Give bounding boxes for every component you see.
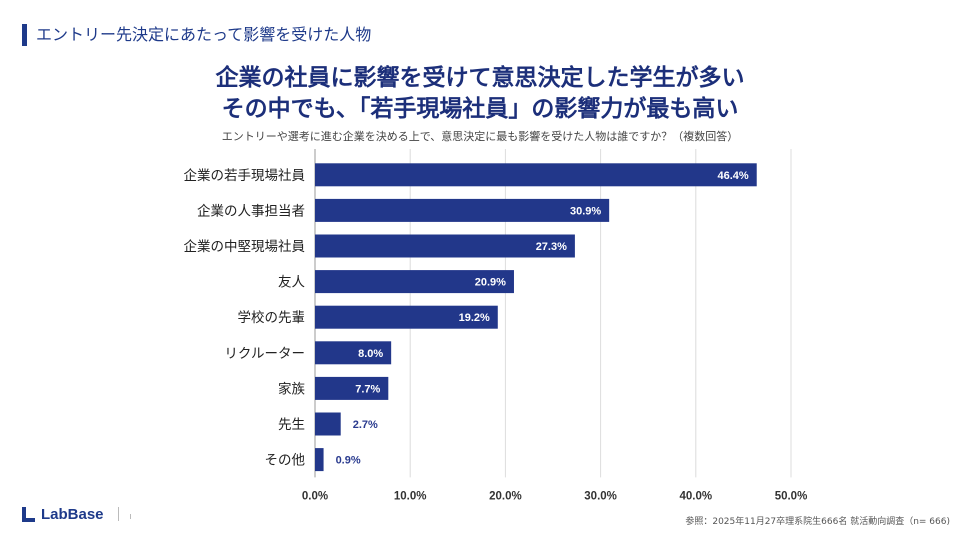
data-label: 20.9% [475,277,506,289]
x-tick-label: 10.0% [394,490,427,502]
labbase-logo-icon [22,507,35,522]
headline-line-1: 企業の社員に影響を受けて意思決定した学生が多い [215,65,745,91]
x-tick-label: 0.0% [302,490,328,502]
bar [315,305,498,329]
category-label: 企業の人事担当者 [197,202,305,219]
x-tick-label: 40.0% [679,490,712,502]
data-label: 19.2% [459,312,490,324]
data-label: 46.4% [718,170,749,182]
x-tick-label: 20.0% [489,490,522,502]
category-label: 先生 [278,417,305,433]
data-label: 0.9% [336,455,361,467]
category-label: 企業の中堅現場社員 [184,238,306,255]
bar [315,234,575,258]
data-label: 2.7% [353,419,378,431]
category-label: 友人 [278,275,305,291]
category-label: 家族 [278,380,305,397]
category-label: 企業の若手現場社員 [184,167,306,184]
category-label: その他 [265,453,306,469]
bar [315,270,514,294]
headline-line-2: その中でも、「若手現場社員」の影響力が最も高い [221,96,739,122]
brand-logo: LabBase [22,506,104,523]
x-tick-label: 30.0% [584,490,617,502]
bar [315,448,324,472]
category-label: 学校の先輩 [238,309,306,326]
bar [315,163,757,187]
data-label: 30.9% [570,205,601,217]
footer-divider [118,507,119,521]
chart-title: エントリーや選考に進む企業を決める上で、意思決定に最も影響を受けた人物は誰ですか… [221,130,739,143]
data-label: 8.0% [358,348,383,360]
brand-name: LabBase [41,506,104,523]
data-label: 27.3% [536,241,567,253]
section-title: エントリー先決定にあたって影響を受けた人物 [36,25,372,44]
bar [315,198,610,222]
data-label: 7.7% [355,383,380,395]
footer-divider-small [130,514,131,519]
section-accent-bar [22,24,27,46]
source-footnote: 参照：2025年11月27卒理系院生666名 就活動向調査（n= 666) [685,517,950,527]
bar [315,412,341,436]
bar [315,376,389,400]
x-tick-label: 50.0% [775,490,808,502]
category-label: リクルーター [224,346,305,362]
bar [315,341,392,365]
